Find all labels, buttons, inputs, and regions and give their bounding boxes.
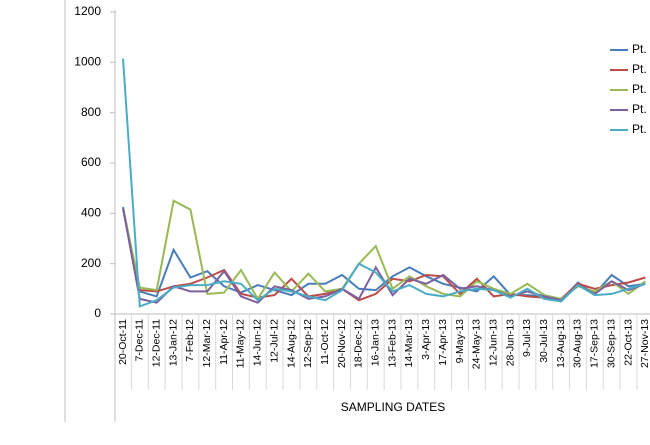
series-line bbox=[122, 58, 646, 308]
x-tick-label: 30-Aug-13 bbox=[572, 319, 584, 368]
y-tick-label: 200 bbox=[81, 256, 101, 270]
x-tick-label: 22-Oct-13 bbox=[622, 319, 634, 366]
legend-label: Pt. bbox=[632, 42, 647, 56]
series-line bbox=[122, 208, 646, 304]
x-tick-label: 12-Dec-11 bbox=[150, 319, 162, 367]
y-tick-label: 1000 bbox=[74, 55, 101, 69]
legend-label: Pt. bbox=[632, 62, 647, 76]
legend-label: Pt. bbox=[632, 82, 647, 96]
x-tick-label: 12-Jun-13 bbox=[487, 319, 499, 366]
x-tick-label: 16-Jan-13 bbox=[370, 319, 382, 366]
x-axis-title: SAMPLING DATES bbox=[341, 400, 445, 414]
x-tick-label: 30-Sep-13 bbox=[605, 319, 617, 368]
legend-label: Pt. bbox=[632, 122, 647, 136]
x-tick-label: 7-Feb-12 bbox=[184, 319, 196, 362]
y-tick-label: 1200 bbox=[74, 4, 101, 18]
legend-label: Pt. bbox=[632, 102, 647, 116]
x-tick-label: 7-Dec-11 bbox=[134, 319, 146, 362]
x-tick-label: 24-May-13 bbox=[471, 319, 483, 369]
x-tick-label: 17-Apr-13 bbox=[437, 319, 449, 366]
series-line bbox=[122, 199, 646, 301]
x-tick-label: 12-Jul-12 bbox=[268, 319, 280, 363]
x-tick-label: 11-Oct-12 bbox=[319, 319, 331, 365]
x-tick-label: 17-Sep-13 bbox=[589, 319, 601, 368]
x-tick-label: 9-Jul-13 bbox=[521, 319, 533, 357]
x-tick-label: 14-Jun-12 bbox=[252, 319, 264, 366]
x-tick-label: 14-Aug-12 bbox=[285, 319, 297, 368]
x-tick-label: 27-Nov-13 bbox=[639, 319, 650, 368]
y-tick-label: 600 bbox=[81, 155, 101, 169]
x-tick-label: 12-Mar-12 bbox=[201, 319, 213, 368]
x-tick-label: 13-Aug-13 bbox=[555, 319, 567, 368]
x-tick-label: 20-Oct-11 bbox=[117, 319, 129, 365]
x-tick-label: 13-Feb-13 bbox=[386, 319, 398, 368]
x-tick-label: 30-Jul-13 bbox=[538, 319, 550, 363]
x-tick-label: 3-Apr-13 bbox=[420, 319, 432, 360]
x-tick-label: 20-Nov-12 bbox=[336, 319, 348, 368]
x-tick-label: 12-Sep-12 bbox=[302, 319, 314, 368]
y-tick-label: 0 bbox=[94, 306, 101, 320]
x-tick-label: 11-May-12 bbox=[235, 319, 247, 369]
x-tick-label: 28-Jun-13 bbox=[504, 319, 516, 366]
x-tick-label: 13-Jan-12 bbox=[167, 319, 179, 366]
x-tick-label: 14-Mar-13 bbox=[403, 319, 415, 368]
y-tick-label: 400 bbox=[81, 206, 101, 220]
x-tick-label: 18-Dec-12 bbox=[353, 319, 365, 368]
x-tick-label: 11-Apr-12 bbox=[218, 319, 230, 365]
x-tick-label: 9-May-13 bbox=[454, 319, 466, 364]
series-line bbox=[122, 208, 646, 302]
y-tick-label: 800 bbox=[81, 105, 101, 119]
